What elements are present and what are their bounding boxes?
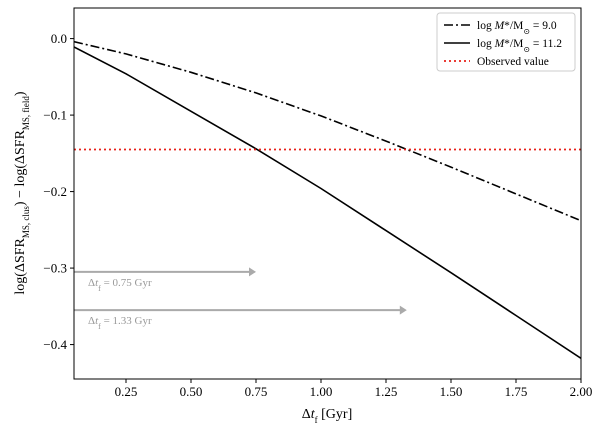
y-tick-label: −0.4 (43, 337, 67, 352)
x-axis-label: Δtf [Gyr] (302, 407, 353, 425)
x-tick-label: 1.50 (440, 384, 463, 399)
legend-box (436, 12, 576, 72)
annotation-arrow-head (399, 305, 407, 315)
y-tick-label: −0.3 (43, 261, 67, 276)
legend-label: Observed value (477, 56, 549, 68)
annotation-arrow-head (249, 267, 256, 277)
plot-frame (73, 7, 582, 380)
y-tick-label: −0.1 (43, 108, 67, 123)
x-tick-label: 1.25 (375, 384, 398, 399)
x-tick-label: 0.25 (115, 384, 138, 399)
series-line-log-m-m-9-0 (74, 40, 581, 222)
legend-label: log M*/M⊙ = 11.2 (477, 38, 562, 54)
x-tick-label: 2.00 (570, 384, 593, 399)
y-tick-label: −0.2 (43, 184, 67, 199)
x-tick-label: 1.75 (505, 384, 528, 399)
annotation-label: Δtf = 1.33 Gyr (88, 315, 152, 331)
legend-label: log M*/M⊙ = 9.0 (477, 20, 557, 36)
series-line-log-m-m-11-2 (74, 46, 581, 359)
x-tick-label: 1.00 (310, 384, 333, 399)
y-axis-label: log(ΔSFRMS, clus) − log(ΔSFRMS, field) (13, 91, 31, 295)
annotation-label: Δtf = 0.75 Gyr (88, 277, 152, 293)
y-tick-label: 0.0 (51, 31, 67, 46)
x-tick-label: 0.50 (180, 384, 203, 399)
x-tick-label: 0.75 (245, 384, 268, 399)
